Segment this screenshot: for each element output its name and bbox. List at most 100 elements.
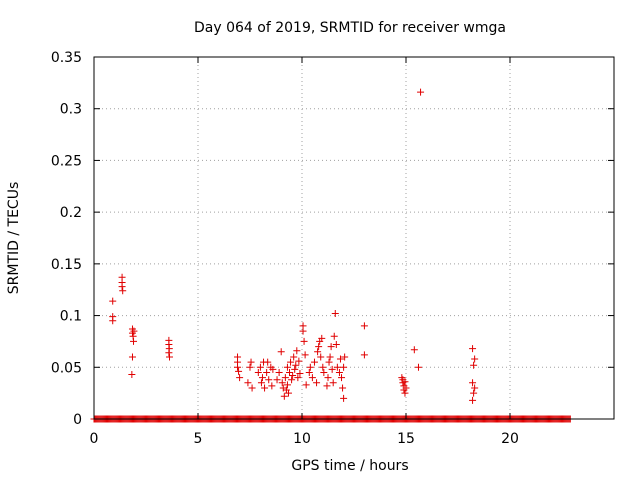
plot-frame: [93, 56, 615, 420]
data-point: [338, 374, 346, 382]
data-point: [261, 384, 269, 392]
data-point: [109, 297, 117, 305]
data-point: [317, 353, 325, 361]
data-point: [236, 374, 244, 382]
data-point: [289, 372, 297, 380]
data-point: [283, 363, 291, 371]
data-point: [360, 322, 368, 330]
data-point: [340, 394, 348, 402]
x-tick-label: 10: [293, 431, 311, 447]
data-point: [295, 357, 303, 365]
y-tick-label: 0.05: [51, 360, 82, 376]
data-point: [281, 374, 289, 382]
data-point: [301, 351, 309, 359]
data-point: [288, 376, 296, 384]
y-tick-label: 0.3: [60, 102, 82, 118]
data-point: [283, 381, 291, 389]
data-point: [246, 363, 254, 371]
chart-title: Day 064 of 2019, SRMTID for receiver wmg…: [194, 20, 506, 36]
data-point: [118, 283, 126, 291]
x-tick-label: 0: [90, 431, 99, 447]
data-point: [313, 379, 321, 387]
data-point: [410, 346, 418, 354]
data-point: [339, 384, 347, 392]
data-point: [341, 353, 349, 361]
x-tick-label: 20: [501, 431, 519, 447]
data-point: [402, 384, 410, 392]
data-point: [277, 348, 285, 356]
axis-ticks: 0 5 10 15 20 0 0.05 0.1 0.15 0.2 0.25 0.3 0.35: [51, 50, 614, 447]
data-point: [248, 384, 256, 392]
data-point: [401, 378, 409, 386]
y-tick-label: 0.2: [60, 205, 82, 221]
data-point: [329, 379, 337, 387]
data-point: [293, 347, 301, 355]
data-point: [308, 374, 316, 382]
data-point: [336, 355, 344, 363]
data-point: [275, 368, 283, 376]
data-points: [109, 88, 479, 404]
data-point: [335, 368, 343, 376]
data-point: [294, 374, 302, 382]
y-tick-label: 0.25: [51, 153, 82, 169]
x-axis-label: GPS time / hours: [291, 458, 408, 474]
data-point: [128, 353, 136, 361]
data-point: [314, 348, 322, 356]
data-point: [470, 389, 478, 397]
data-point: [318, 334, 326, 342]
data-point: [130, 327, 138, 335]
data-point: [360, 351, 368, 359]
data-point: [305, 368, 313, 376]
data-point: [247, 358, 255, 366]
data-point: [264, 358, 272, 366]
grid-lines: [94, 57, 614, 419]
data-point: [319, 363, 327, 371]
data-point: [258, 374, 266, 382]
data-point: [315, 343, 323, 351]
data-point: [257, 379, 265, 387]
y-axis-label: SRMTID / TECUs: [6, 182, 22, 295]
data-point: [291, 365, 299, 373]
data-point: [330, 332, 338, 340]
data-point: [323, 382, 331, 390]
data-point: [469, 345, 477, 353]
y-tick-label: 0.35: [51, 50, 82, 66]
x-tick-label: 5: [194, 431, 203, 447]
data-point: [310, 358, 318, 366]
data-point: [109, 317, 117, 325]
data-point: [340, 363, 348, 371]
data-point: [302, 381, 310, 389]
data-point: [280, 392, 288, 400]
data-point: [414, 363, 422, 371]
data-point: [296, 369, 304, 377]
data-point: [306, 363, 314, 371]
data-point: [471, 384, 479, 392]
data-point: [290, 353, 298, 361]
data-point: [166, 353, 174, 361]
data-point: [300, 337, 308, 345]
data-point: [287, 358, 295, 366]
data-point: [417, 88, 425, 96]
data-point: [469, 379, 477, 387]
data-point: [471, 355, 479, 363]
data-point: [130, 337, 138, 345]
data-point: [320, 368, 328, 376]
data-point: [325, 358, 333, 366]
x-tick-label: 15: [397, 431, 415, 447]
data-point: [278, 379, 286, 387]
data-point: [328, 365, 336, 373]
data-point: [128, 371, 136, 379]
data-point: [324, 374, 332, 382]
data-point: [244, 379, 252, 387]
data-point: [273, 376, 281, 384]
data-point: [256, 363, 264, 371]
data-point: [401, 389, 409, 397]
data-point: [268, 382, 276, 390]
data-point: [254, 368, 262, 376]
y-tick-label: 0: [73, 412, 82, 428]
data-point: [469, 396, 477, 404]
data-point: [235, 367, 243, 375]
data-point: [119, 287, 127, 295]
data-point: [326, 353, 334, 361]
